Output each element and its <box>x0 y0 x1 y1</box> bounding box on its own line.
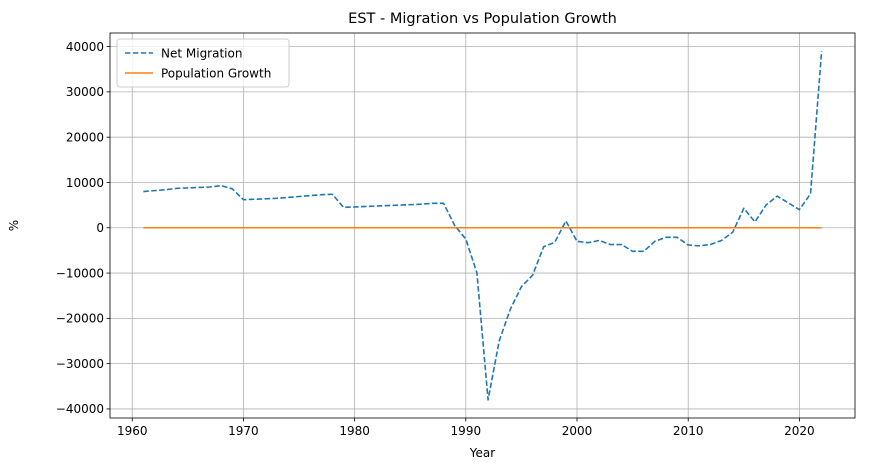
ticks: 1960 1970 1980 1990 2000 2010 2020 −40000 −30000… <box>56 40 815 438</box>
series-layer <box>143 51 823 401</box>
chart-title: EST - Migration vs Population Growth <box>348 11 617 27</box>
grid <box>110 33 855 418</box>
y-axis-label: % <box>7 220 21 231</box>
x-axis-label: Year <box>469 446 495 460</box>
x-tick-label: 2000 <box>562 424 593 438</box>
x-tick-label: 1980 <box>339 424 370 438</box>
y-tick-label: 40000 <box>66 40 104 54</box>
y-tick-label: −10000 <box>56 266 104 280</box>
x-tick-label: 1990 <box>451 424 482 438</box>
y-tick-label: 10000 <box>66 176 104 190</box>
plot-frame <box>109 32 856 419</box>
legend-box <box>116 38 290 88</box>
x-tick-label: 2020 <box>784 424 815 438</box>
legend-label-2: Population Growth <box>161 66 271 80</box>
y-tick-label: 30000 <box>66 85 104 99</box>
y-tick-label: −30000 <box>56 357 104 371</box>
x-tick-label: 1970 <box>228 424 259 438</box>
legend-label-1: Net Migration <box>161 46 242 60</box>
y-tick-label: −20000 <box>56 312 104 326</box>
y-tick-label: −40000 <box>56 402 104 416</box>
y-tick-label: 0 <box>96 221 104 235</box>
y-tick-label: 20000 <box>66 130 104 144</box>
x-tick-label: 2010 <box>673 424 704 438</box>
series-line-1 <box>143 51 823 401</box>
x-tick-label: 1960 <box>117 424 148 438</box>
legend: Net Migration Population Growth <box>116 38 290 88</box>
